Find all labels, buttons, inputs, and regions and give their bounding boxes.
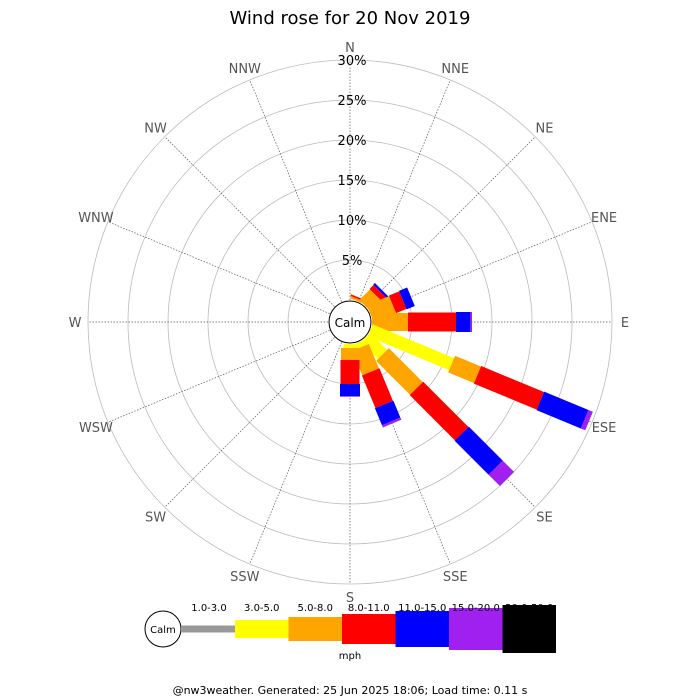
- grid-spoke: [249, 342, 342, 565]
- direction-label: WSW: [79, 421, 113, 436]
- radial-tick-label: 5%: [342, 254, 363, 269]
- grid-spoke: [164, 136, 335, 307]
- direction-label: S: [346, 591, 354, 606]
- radial-tick-label: 20%: [338, 134, 367, 149]
- grid-spoke: [249, 79, 342, 302]
- legend-bin-label: 5.0-8.0: [298, 603, 333, 614]
- direction-label: W: [69, 316, 82, 331]
- direction-label: ENE: [591, 211, 617, 226]
- petal-segment-se: [488, 460, 515, 487]
- calm-circle: [328, 300, 372, 344]
- petal-segment-se: [409, 381, 469, 441]
- petal-segment-ese: [536, 391, 589, 429]
- direction-label: NNW: [229, 62, 261, 77]
- direction-label: WNW: [78, 211, 114, 226]
- legend: Calm 1.0-3.0 3.0-5.0 5.0-8.0 8.0-11.0 11.0-1…: [144, 603, 556, 662]
- direction-label: SSW: [230, 570, 260, 585]
- petal-segment-nne: [350, 294, 369, 304]
- grid-spoke: [164, 337, 335, 508]
- legend-bin-label: 3.0-5.0: [244, 603, 279, 614]
- legend-bin-label: 11.0-15.0: [398, 603, 446, 614]
- legend-calm-label: Calm: [150, 625, 176, 636]
- direction-label: NW: [144, 122, 167, 137]
- grid-spoke: [107, 221, 330, 314]
- legend-swatch: [502, 605, 556, 653]
- radial-tick-label: 30%: [338, 54, 367, 69]
- footer-text: @nw3weather. Generated: 25 Jun 2025 18:0…: [173, 684, 528, 697]
- legend-swatch: [342, 614, 396, 644]
- petal-segment-ene: [388, 291, 407, 314]
- radial-tick-label: 10%: [338, 214, 367, 229]
- radial-tick-label: 25%: [338, 94, 367, 109]
- petal-segment-ne: [369, 285, 387, 303]
- direction-label: SE: [536, 510, 552, 525]
- axis-labels: N NNE NE ENE E ESE SE SSE S SSW SW WSW W WNW NW NNW 5% 10…: [69, 41, 630, 606]
- petal-segment-sse: [361, 368, 393, 409]
- grid-spoke: [358, 79, 451, 302]
- petal-segment-ese: [448, 355, 481, 384]
- direction-label: E: [621, 316, 629, 331]
- legend-swatch: [288, 617, 342, 641]
- radial-tick-label: 15%: [338, 174, 367, 189]
- petal-segment-se: [360, 332, 388, 360]
- direction-label: SSE: [443, 570, 468, 585]
- legend-bin-label: 1.0-3.0: [191, 603, 226, 614]
- petal-segment-ene: [399, 287, 415, 310]
- grid-spoke: [365, 136, 536, 307]
- legend-swatch: [395, 611, 449, 647]
- calm-label: Calm: [335, 316, 366, 330]
- petal-segment-ne: [359, 289, 383, 313]
- petal-segment-nne: [350, 296, 368, 306]
- petal-segment-ese: [580, 409, 593, 431]
- grid-ring: [127, 99, 573, 545]
- petal-segment-ese: [367, 324, 455, 371]
- direction-label: SW: [145, 510, 166, 525]
- chart-title: Wind rose for 20 Nov 2019: [230, 8, 471, 29]
- legend-swatch: [449, 608, 503, 650]
- direction-label: NNE: [441, 62, 469, 77]
- direction-label: N: [345, 41, 355, 56]
- petal-segment-se: [376, 348, 423, 395]
- petal-segment-ne: [373, 282, 390, 299]
- grid-spoke: [107, 330, 330, 423]
- petal-segment-se: [454, 426, 503, 475]
- legend-bin-label: 8.0-11.0: [348, 603, 390, 614]
- petal-segment-ene: [366, 296, 396, 322]
- calm-center: Calm: [328, 300, 372, 344]
- direction-label: ESE: [592, 421, 617, 436]
- petal-segment-sse: [352, 344, 379, 376]
- petal-segment-ese: [473, 366, 544, 410]
- petal-segment-sse: [352, 339, 367, 350]
- legend-unit: mph: [339, 651, 361, 662]
- legend-bins: 1.0-3.0 3.0-5.0 5.0-8.0 8.0-11.0 11.0-15.0 15…: [181, 603, 556, 653]
- wind-petals: [340, 282, 593, 487]
- direction-label: NE: [535, 122, 553, 137]
- petal-segment-sse: [374, 400, 401, 426]
- legend-bin-label: 15.0-20.0: [452, 603, 500, 614]
- grid-ring: [87, 59, 613, 585]
- legend-bin-label: 20.0-50.0: [505, 603, 553, 614]
- petal-segment-sse: [381, 417, 402, 428]
- legend-swatch: [235, 620, 289, 638]
